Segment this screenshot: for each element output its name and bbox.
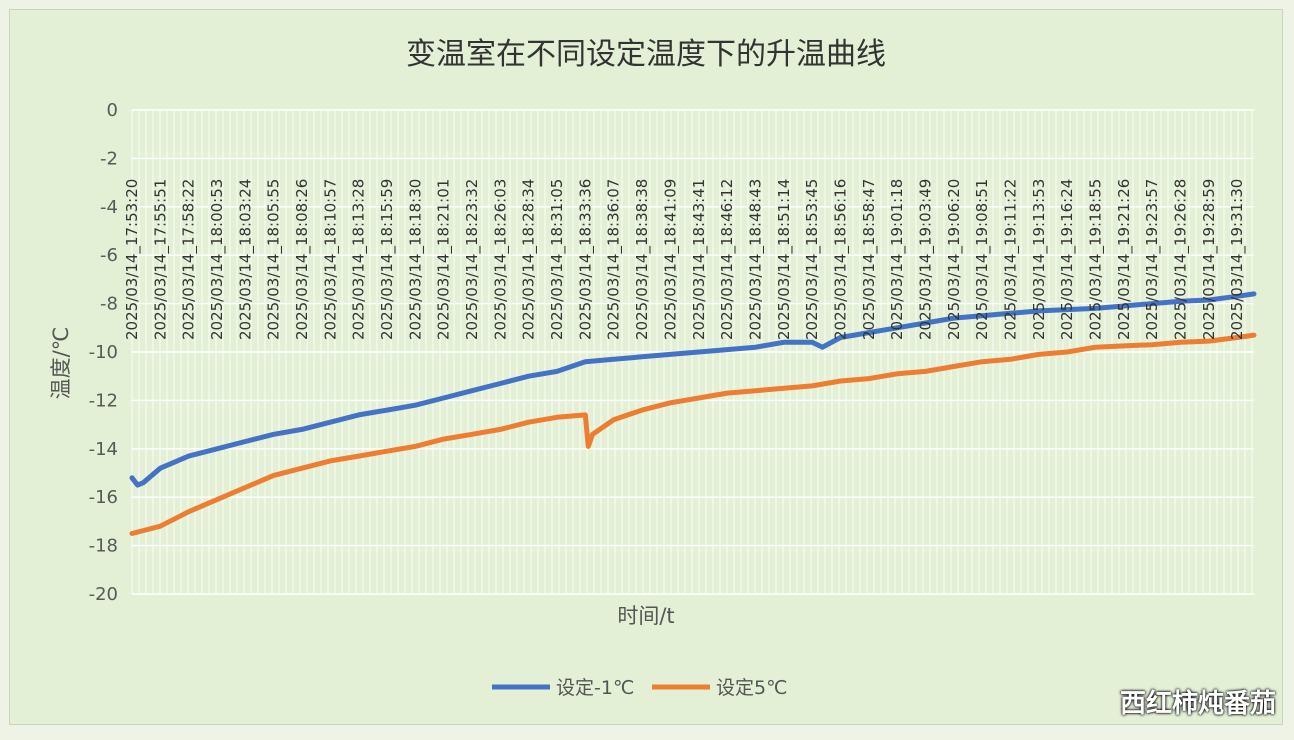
x-tick-label: 2025/03/14_18:13:28: [350, 179, 369, 340]
legend-label-series-1: 设定-1℃: [556, 677, 634, 699]
x-tick-label: 2025/03/14_18:36:07: [605, 179, 624, 340]
y-tick-label: -4: [100, 197, 118, 218]
x-tick-label: 2025/03/14_19:28:59: [1200, 179, 1219, 340]
x-tick-label: 2025/03/14_19:08:51: [973, 179, 992, 340]
x-tick-label: 2025/03/14_18:53:45: [803, 179, 822, 340]
series-line-1: [129, 291, 1257, 488]
x-tick-label: 2025/03/14_19:21:26: [1115, 179, 1134, 340]
legend-label-series-2: 设定5℃: [716, 677, 787, 699]
x-tick-label: 2025/03/14_18:18:30: [406, 179, 425, 340]
y-axis-label: 温度/℃: [49, 327, 73, 400]
x-tick-label: 2025/03/14_17:55:51: [151, 179, 170, 340]
series-line-2: [129, 332, 1257, 536]
x-tick-label: 2025/03/14_18:38:38: [633, 179, 652, 340]
x-tick-label: 2025/03/14_19:06:20: [945, 179, 964, 340]
x-tick-label: 2025/03/14_18:21:01: [435, 179, 454, 340]
x-tick-label: 2025/03/14_18:28:34: [520, 179, 539, 340]
legend: 设定-1℃ 设定5℃: [492, 677, 787, 699]
y-tick-label: -20: [89, 584, 118, 605]
y-tick-labels: 0 -2 -4 -6 -8 -10 -12 -14 -16 -18 -20: [89, 100, 118, 605]
x-tick-label: 2025/03/14_18:00:53: [208, 179, 227, 340]
x-tick-label: 2025/03/14_18:05:55: [265, 179, 284, 340]
x-tick-label: 2025/03/14_18:56:16: [832, 179, 851, 340]
x-tick-label: 2025/03/14_18:48:43: [747, 179, 766, 340]
series-layer: [129, 291, 1257, 536]
x-tick-label: 2025/03/14_18:43:41: [690, 179, 709, 340]
x-tick-label: 2025/03/14_18:31:05: [548, 179, 567, 340]
x-tick-label: 2025/03/14_19:16:24: [1058, 179, 1077, 340]
line-chart: 变温室在不同设定温度下的升温曲线 2025/03/14_17:53:20 2025…: [49, 37, 1257, 699]
x-tick-label: 2025/03/14_18:41:09: [661, 179, 680, 340]
x-tick-label: 2025/03/14_19:31:30: [1228, 179, 1247, 340]
x-tick-label: 2025/03/14_19:11:22: [1002, 179, 1021, 340]
y-tick-label: -2: [100, 148, 118, 169]
x-tick-label: 2025/03/14_19:01:18: [888, 179, 907, 340]
x-tick-label: 2025/03/14_19:03:49: [917, 179, 936, 340]
x-tick-label: 2025/03/14_18:51:14: [775, 179, 794, 340]
x-tick-label: 2025/03/14_17:53:20: [123, 179, 142, 340]
y-tick-label: -16: [89, 487, 118, 508]
x-tick-label: 2025/03/14_18:26:03: [491, 179, 510, 340]
x-tick-label: 2025/03/14_18:03:24: [236, 179, 255, 340]
x-tick-label: 2025/03/14_19:13:53: [1030, 179, 1049, 340]
x-tick-label: 2025/03/14_18:08:26: [293, 179, 312, 340]
x-tick-label: 2025/03/14_19:18:55: [1087, 179, 1106, 340]
x-tick-label: 2025/03/14_19:26:28: [1172, 179, 1191, 340]
y-tick-label: -18: [89, 536, 118, 557]
y-tick-label: -12: [89, 390, 118, 411]
x-tick-label: 2025/03/14_18:46:12: [718, 179, 737, 340]
y-tick-label: -14: [89, 439, 118, 460]
x-tick-label: 2025/03/14_18:10:57: [321, 179, 340, 340]
chart-title: 变温室在不同设定温度下的升温曲线: [406, 37, 886, 72]
y-tick-label: -8: [100, 294, 118, 315]
y-tick-label: -10: [89, 342, 118, 363]
x-tick-label: 2025/03/14_17:58:22: [180, 179, 199, 340]
x-tick-label: 2025/03/14_18:15:59: [378, 179, 397, 340]
x-tick-label: 2025/03/14_18:58:47: [860, 179, 879, 340]
x-tick-label: 2025/03/14_19:23:57: [1143, 179, 1162, 340]
y-tick-label: 0: [107, 100, 118, 121]
x-tick-labels: 2025/03/14_17:53:20 2025/03/14_17:55:51 20…: [123, 179, 1247, 340]
y-tick-label: -6: [100, 245, 118, 266]
chart-frame: 变温室在不同设定温度下的升温曲线 2025/03/14_17:53:20 2025…: [9, 9, 1283, 725]
x-axis-label: 时间/t: [617, 604, 674, 628]
x-tick-label: 2025/03/14_18:33:36: [576, 179, 595, 340]
x-tick-label: 2025/03/14_18:23:32: [463, 179, 482, 340]
watermark-text: 西红柿炖番茄: [1119, 689, 1276, 719]
